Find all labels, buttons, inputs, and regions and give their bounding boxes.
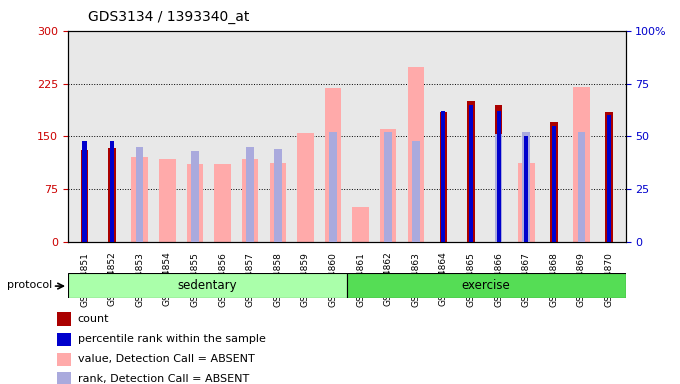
Bar [550,122,558,242]
Bar [57,353,71,366]
Bar [518,163,534,242]
Bar [407,67,424,242]
Bar [440,112,447,242]
Bar [246,147,254,242]
Bar [412,141,420,242]
Bar [384,132,392,242]
Bar [573,87,590,242]
Bar [605,112,613,242]
Text: percentile rank within the sample: percentile rank within the sample [78,334,265,344]
Bar [57,312,71,326]
Bar [57,333,71,346]
Bar [551,126,556,242]
Bar [269,163,286,242]
Bar [469,104,473,242]
Bar [352,207,369,242]
Bar [108,148,116,242]
Bar [81,151,88,242]
Bar [274,149,282,242]
Bar [380,129,396,242]
Text: GDS3134 / 1393340_at: GDS3134 / 1393340_at [88,10,250,23]
Bar [325,88,341,242]
Text: rank, Detection Call = ABSENT: rank, Detection Call = ABSENT [78,374,249,384]
Text: exercise: exercise [462,279,511,291]
Text: protocol: protocol [7,280,52,290]
Bar [522,132,530,242]
Bar [214,164,231,242]
Text: sedentary: sedentary [177,279,237,291]
Bar [441,111,445,242]
Bar [495,104,503,242]
Bar [578,132,585,242]
Bar [136,147,143,242]
Bar [131,157,148,242]
Bar [347,273,626,298]
Bar [467,101,475,242]
Bar [297,133,313,242]
Text: count: count [78,314,109,324]
Bar [110,141,114,242]
Bar [57,372,71,384]
Bar [329,132,337,242]
Bar [607,115,611,242]
Text: value, Detection Call = ABSENT: value, Detection Call = ABSENT [78,354,254,364]
Bar [496,111,500,242]
Bar [159,159,175,242]
Bar [242,159,258,242]
Bar [191,151,199,242]
Bar [187,164,203,242]
Bar [68,273,347,298]
Bar [495,134,503,242]
Bar [524,136,528,242]
Bar [82,141,86,242]
